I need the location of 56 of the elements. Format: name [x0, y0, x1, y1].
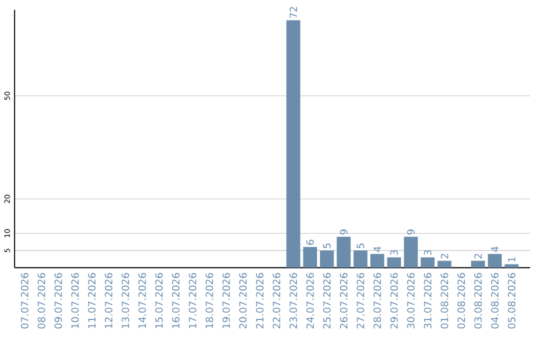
x-tick-label: 19.07.2026 [222, 272, 230, 328]
bar [354, 250, 368, 268]
bar [370, 254, 384, 268]
x-tick-label: 05.08.2026 [508, 272, 516, 328]
x-tick-label: 30.07.2026 [407, 272, 415, 328]
data-label: 2 [440, 254, 448, 258]
x-tick-label: 15.07.2026 [155, 272, 163, 328]
data-label: 4 [491, 246, 498, 252]
bar [336, 236, 351, 268]
x-tick-label: 03.08.2026 [474, 272, 482, 328]
x-tick-label: 28.07.2026 [374, 272, 382, 328]
data-label: 1 [508, 257, 516, 262]
x-tick-label: 13.07.2026 [122, 272, 130, 328]
x-tick-label: 18.07.2026 [206, 272, 214, 328]
bar [303, 247, 318, 268]
x-tick-label: 04.08.2026 [491, 272, 499, 328]
x-tick-label: 21.07.2026 [256, 272, 264, 328]
x-tick-label: 11.07.2026 [88, 272, 96, 328]
x-tick-label: 27.07.2026 [356, 272, 364, 328]
bar [387, 257, 402, 268]
x-tick-label: 09.07.2026 [54, 272, 62, 328]
x-tick-label: 24.07.2026 [306, 272, 314, 328]
x-tick-label: 25.07.2026 [323, 272, 331, 328]
data-label: 3 [424, 250, 432, 255]
data-label: 2 [474, 254, 482, 258]
bar [286, 20, 300, 268]
x-tick-label: 26.07.2026 [340, 272, 348, 328]
data-label: 9 [340, 230, 348, 234]
data-label: 9 [407, 230, 415, 234]
x-tick-label: 07.07.2026 [20, 272, 28, 328]
data-label: 72 [290, 7, 297, 18]
x-tick-label: 02.08.2026 [457, 272, 465, 328]
data-label: 6 [306, 240, 314, 245]
data-label: 5 [356, 243, 364, 248]
x-tick-label: 31.07.2026 [424, 272, 432, 328]
x-tick-label: 14.07.2026 [138, 272, 146, 328]
x-tick-label: 22.07.2026 [272, 272, 280, 328]
x-tick-label: 10.07.2026 [71, 272, 79, 328]
x-tick-label: 20.07.2026 [239, 272, 247, 328]
bar [320, 250, 334, 268]
x-tick-label: 16.07.2026 [172, 272, 180, 328]
bar [471, 260, 485, 268]
bar [438, 260, 452, 268]
x-tick-label: 01.08.2026 [440, 272, 448, 328]
x-tick-label: 08.07.2026 [38, 272, 46, 328]
x-tick-label: 17.07.2026 [188, 272, 196, 328]
bar [488, 254, 502, 268]
bar [504, 264, 519, 268]
data-label: 5 [323, 243, 331, 248]
x-tick-label: 23.07.2026 [290, 272, 298, 328]
data-label: 4 [374, 246, 381, 252]
x-tick-label: 12.07.2026 [104, 272, 112, 328]
data-label: 3 [390, 250, 398, 255]
bar [404, 236, 418, 268]
bar [420, 257, 435, 268]
x-tick-label: 29.07.2026 [390, 272, 398, 328]
